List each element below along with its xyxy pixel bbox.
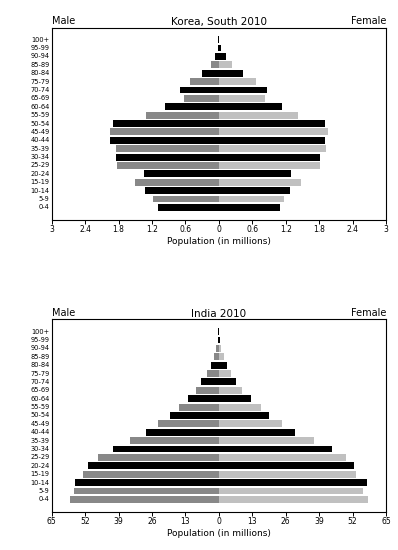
Text: Female: Female xyxy=(351,15,386,26)
Bar xyxy=(219,95,265,102)
Text: Male: Male xyxy=(52,307,75,317)
Bar xyxy=(211,62,219,68)
Bar xyxy=(219,45,220,52)
Bar xyxy=(219,62,232,68)
Bar xyxy=(113,120,219,127)
Bar xyxy=(219,337,220,343)
Bar xyxy=(196,387,219,394)
Bar xyxy=(219,145,326,152)
Bar xyxy=(219,370,231,377)
Bar xyxy=(146,429,219,436)
Bar xyxy=(219,53,226,60)
Title: Korea, South 2010: Korea, South 2010 xyxy=(171,16,267,27)
Bar xyxy=(144,170,219,177)
Bar xyxy=(170,412,219,419)
Bar xyxy=(218,337,219,343)
Bar xyxy=(219,353,224,360)
Bar xyxy=(219,129,328,135)
Bar xyxy=(219,487,363,494)
Bar xyxy=(88,463,219,469)
Bar xyxy=(110,137,219,144)
Bar xyxy=(83,471,219,477)
Bar xyxy=(219,120,325,127)
Bar xyxy=(219,437,314,444)
Bar xyxy=(219,378,236,386)
X-axis label: Population (in millions): Population (in millions) xyxy=(167,237,271,246)
Text: Female: Female xyxy=(351,307,386,317)
Bar xyxy=(70,496,219,503)
Bar xyxy=(219,471,357,477)
Bar xyxy=(190,78,219,85)
Bar xyxy=(74,487,219,494)
Bar xyxy=(110,129,219,135)
Bar xyxy=(219,187,290,194)
Bar xyxy=(219,387,242,394)
Bar xyxy=(179,404,219,410)
Bar xyxy=(166,103,219,110)
Bar xyxy=(207,370,219,377)
Bar xyxy=(180,86,219,94)
Bar xyxy=(75,479,219,486)
Bar xyxy=(116,145,219,152)
Bar xyxy=(130,437,219,444)
Bar xyxy=(219,204,280,211)
Bar xyxy=(219,103,282,110)
Bar xyxy=(219,496,368,503)
Bar xyxy=(98,454,219,461)
Bar xyxy=(219,153,320,161)
Bar xyxy=(113,446,219,453)
Bar xyxy=(219,395,251,402)
Bar xyxy=(116,153,219,161)
Bar xyxy=(218,328,219,335)
Bar xyxy=(202,70,219,76)
Bar xyxy=(219,70,243,76)
Text: Male: Male xyxy=(52,15,75,26)
Bar xyxy=(146,112,219,119)
Bar xyxy=(219,137,325,144)
Bar xyxy=(219,179,301,186)
Bar xyxy=(219,162,320,169)
Bar xyxy=(219,362,226,369)
Bar xyxy=(219,463,354,469)
Bar xyxy=(219,404,261,410)
Bar xyxy=(145,187,219,194)
Bar xyxy=(219,446,332,453)
Bar xyxy=(219,412,269,419)
X-axis label: Population (in millions): Population (in millions) xyxy=(167,529,271,538)
Bar xyxy=(158,420,219,427)
Bar xyxy=(219,420,282,427)
Bar xyxy=(158,204,219,211)
Bar xyxy=(219,454,346,461)
Bar xyxy=(219,78,256,85)
Bar xyxy=(216,345,219,352)
Bar xyxy=(117,162,219,169)
Bar xyxy=(153,196,219,202)
Bar xyxy=(214,353,219,360)
Bar xyxy=(201,378,219,386)
Bar xyxy=(219,429,295,436)
Bar xyxy=(219,112,298,119)
Bar xyxy=(218,45,219,52)
Bar xyxy=(135,179,219,186)
Bar xyxy=(215,53,219,60)
Bar xyxy=(219,479,367,486)
Bar xyxy=(219,345,221,352)
Bar xyxy=(188,395,219,402)
Bar xyxy=(184,95,219,102)
Bar xyxy=(219,86,267,94)
Bar xyxy=(211,362,219,369)
Bar xyxy=(219,196,283,202)
Title: India 2010: India 2010 xyxy=(191,309,246,318)
Bar xyxy=(219,170,291,177)
